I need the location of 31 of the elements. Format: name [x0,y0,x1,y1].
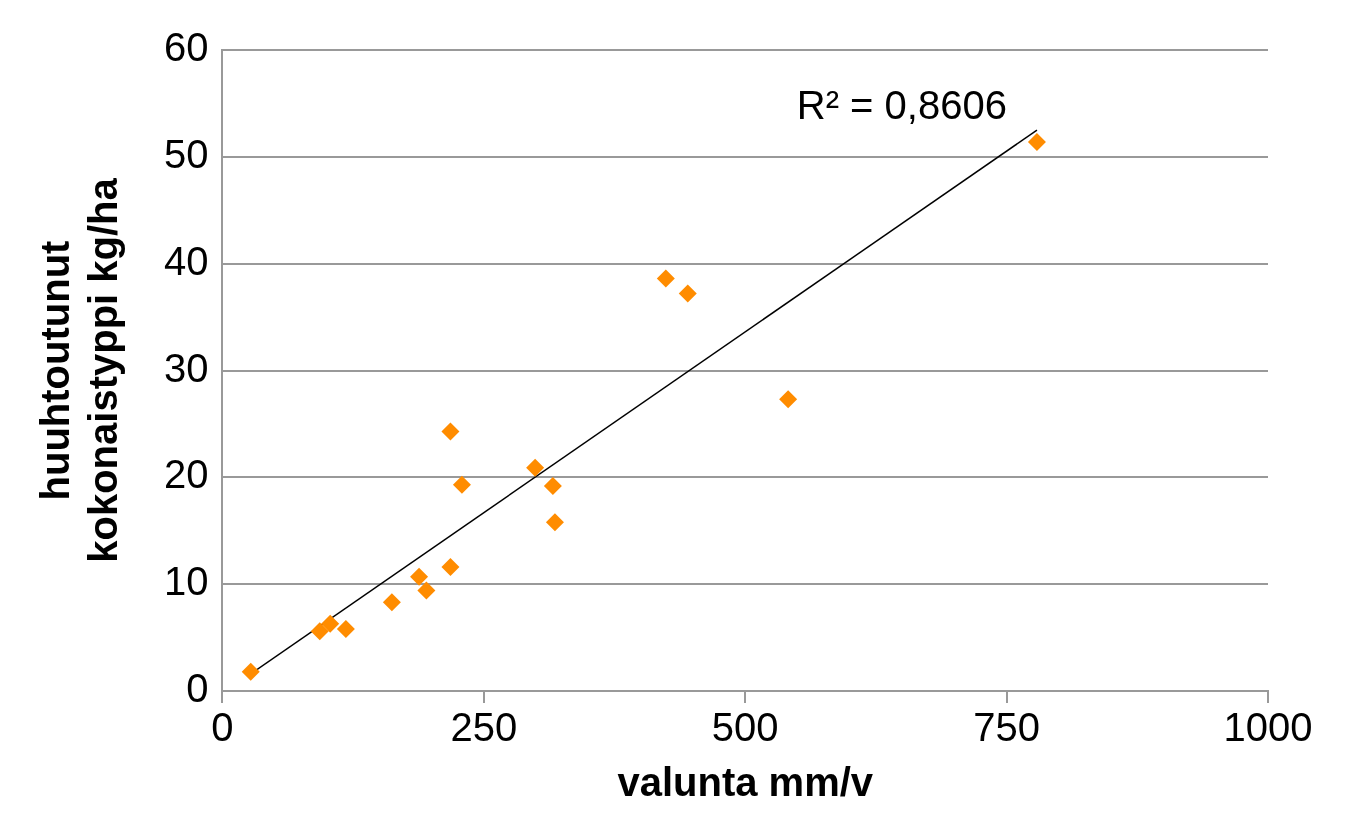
point [452,475,471,494]
x-tick-label: 750 [973,705,1040,750]
x-tick-label: 1000 [1223,705,1313,750]
point [1027,132,1046,151]
point [543,476,562,495]
point [241,662,260,681]
point [656,269,675,288]
point [417,581,436,600]
x-tick-label: 500 [711,705,779,750]
annotation: R² = 0,8606 [796,83,1007,128]
y-tick-label: 30 [163,345,209,390]
point [382,593,401,612]
point [545,513,564,532]
y-tick-label: 10 [163,559,209,604]
point [441,422,460,441]
y-tick-label: 50 [163,131,209,176]
y-tick-label: 40 [163,238,209,283]
y-tick-label: 0 [186,666,209,711]
point [310,622,329,641]
y-tick-label: 20 [163,452,209,497]
point [779,390,798,409]
point [526,458,545,477]
point [336,620,355,639]
x-tick-label: 250 [450,705,518,750]
point [441,558,460,577]
point [678,284,697,303]
y-tick-label: 60 [163,25,209,70]
point [321,614,340,633]
x-axis-title: valunta mm/v [617,760,874,805]
point [410,567,429,586]
y-axis-title: huuhtoutunut kokonaistyppi kg/ha [33,177,126,563]
